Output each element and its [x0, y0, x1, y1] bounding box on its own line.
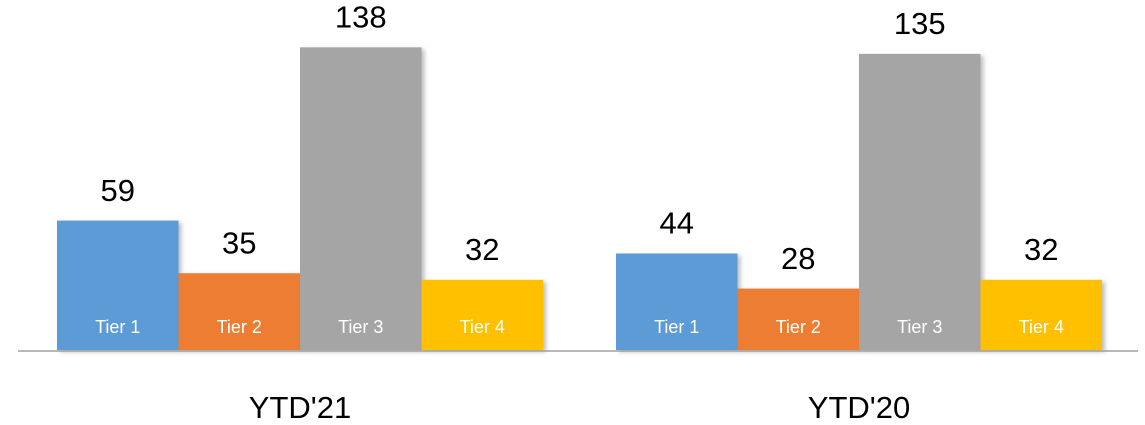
bar: [421, 279, 543, 350]
series-label: Tier 1: [95, 317, 140, 337]
bar: [616, 253, 738, 350]
value-label: 32: [465, 232, 499, 267]
bar: [859, 53, 981, 351]
bar: [980, 279, 1102, 350]
series-label: Tier 4: [460, 317, 505, 337]
series-label: Tier 2: [776, 317, 821, 337]
series-label: Tier 2: [217, 317, 262, 337]
series-label: Tier 3: [897, 317, 942, 337]
bar: [178, 273, 300, 350]
value-label: 59: [101, 173, 135, 208]
series-label: Tier 3: [338, 317, 383, 337]
value-label: 135: [894, 6, 946, 41]
bar: [300, 47, 422, 350]
value-label: 28: [781, 241, 815, 276]
bar: [737, 288, 859, 350]
value-label: 35: [222, 225, 256, 260]
value-label: 32: [1024, 232, 1058, 267]
series-label: Tier 1: [654, 317, 699, 337]
value-label: 44: [660, 206, 694, 241]
series-label: Tier 4: [1019, 317, 1064, 337]
bar: [57, 220, 179, 350]
x-tick-label: YTD'20: [808, 390, 910, 425]
value-label: 138: [335, 0, 387, 35]
x-tick-label: YTD'21: [249, 390, 351, 425]
